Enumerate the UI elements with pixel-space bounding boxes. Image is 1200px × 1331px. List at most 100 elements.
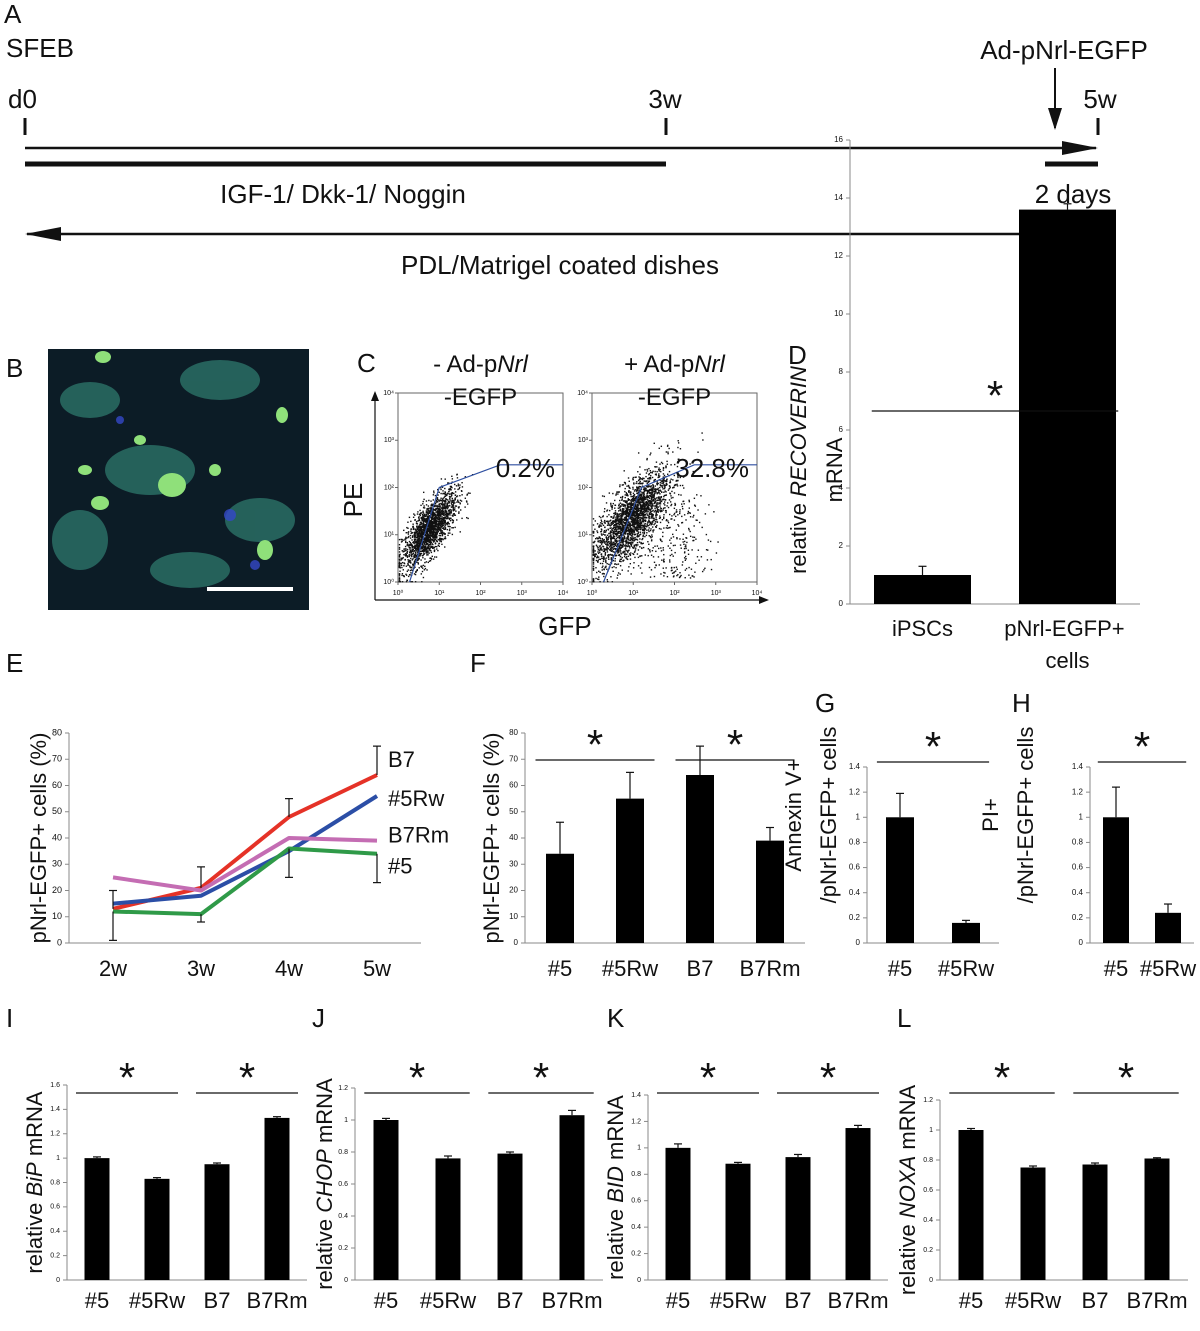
event-dot: [647, 500, 650, 503]
event-dot: [683, 552, 686, 554]
event-dot: [423, 553, 425, 555]
event-dot: [664, 485, 666, 487]
x-tick-label: pNrl-EGFP+ cells: [1004, 616, 1131, 673]
event-dot: [419, 534, 422, 536]
event-dot: [673, 484, 676, 487]
event-dot: [418, 567, 420, 569]
event-dot: [640, 525, 642, 528]
event-dot: [628, 512, 631, 515]
event-dot: [640, 507, 642, 510]
event-dot: [693, 539, 695, 542]
event-dot: [607, 521, 610, 523]
event-dot: [629, 558, 632, 560]
event-dot: [631, 516, 633, 519]
event-dot: [466, 494, 468, 496]
event-dot: [650, 517, 652, 519]
event-dot: [634, 522, 636, 525]
panel-label: J: [312, 1003, 325, 1033]
event-dot: [643, 502, 646, 505]
plot-title-part: Nrl: [694, 351, 725, 378]
bar: [958, 1130, 984, 1280]
event-dot: [596, 571, 598, 574]
event-dot: [626, 545, 628, 547]
event-dot: [637, 496, 640, 499]
event-dot: [603, 556, 605, 559]
event-dot: [634, 514, 637, 516]
event-dot: [652, 531, 654, 533]
event-dot: [697, 509, 699, 511]
event-dot: [631, 503, 633, 505]
event-dot: [398, 565, 401, 567]
event-dot: [621, 544, 623, 547]
event-dot: [401, 550, 403, 552]
event-dot: [612, 517, 614, 519]
event-dot: [630, 500, 632, 503]
event-dot: [659, 475, 661, 477]
event-dot: [645, 472, 648, 474]
event-dot: [616, 522, 619, 524]
event-dot: [673, 463, 676, 466]
event-dot: [641, 527, 643, 529]
event-dot: [420, 573, 423, 575]
event-dot: [425, 535, 428, 537]
infection-label: Ad-pNrl-EGFP: [980, 35, 1148, 65]
event-dot: [634, 556, 636, 559]
event-dot: [640, 517, 643, 519]
y-axis-title-part: mRNA: [22, 1091, 47, 1162]
event-dot: [439, 540, 441, 542]
event-dot: [451, 522, 454, 524]
y-axis-title-part: pNrl-EGFP+ cells (%): [479, 733, 504, 944]
event-dot: [417, 511, 419, 513]
event-dot: [636, 515, 638, 517]
event-dot: [440, 532, 442, 534]
event-dot: [635, 490, 638, 492]
y-tick-label: 1: [856, 812, 861, 821]
event-dot: [457, 485, 460, 487]
event-dot: [398, 562, 401, 565]
event-dot: [695, 519, 697, 521]
event-dot: [420, 504, 422, 507]
event-dot: [625, 507, 627, 510]
event-dot: [423, 542, 426, 544]
event-dot: [418, 557, 420, 559]
event-dot: [647, 477, 649, 480]
event-dot: [641, 494, 643, 496]
event-dot: [624, 496, 626, 499]
event-dot: [435, 540, 438, 542]
event-dot: [650, 498, 653, 500]
event-dot: [419, 513, 422, 515]
event-dot: [422, 524, 425, 527]
event-dot: [433, 514, 435, 516]
event-dot: [627, 511, 629, 513]
event-dot: [630, 519, 633, 521]
event-dot: [439, 509, 441, 511]
event-dot: [444, 510, 446, 512]
event-dot: [448, 525, 450, 528]
event-dot: [422, 550, 425, 552]
event-dot: [446, 503, 449, 505]
event-dot: [414, 514, 416, 516]
event-dot: [606, 547, 609, 549]
event-dot: [621, 537, 624, 539]
event-dot: [421, 581, 423, 583]
event-dot: [600, 543, 603, 545]
event-dot: [609, 525, 612, 527]
event-dot: [642, 504, 644, 506]
event-dot: [428, 511, 431, 513]
event-dot: [660, 500, 663, 503]
event-dot: [594, 528, 596, 530]
event-dot: [411, 559, 414, 561]
event-dot: [650, 488, 652, 490]
event-dot: [422, 503, 424, 505]
event-dot: [598, 525, 600, 527]
event-dot: [592, 558, 595, 561]
event-dot: [597, 559, 599, 562]
event-dot: [620, 558, 623, 560]
event-dot: [605, 540, 608, 543]
event-dot: [407, 533, 410, 535]
event-dot: [635, 528, 638, 531]
event-dot: [655, 564, 657, 566]
event-dot: [608, 549, 611, 551]
event-dot: [638, 528, 640, 530]
event-dot: [632, 512, 634, 514]
